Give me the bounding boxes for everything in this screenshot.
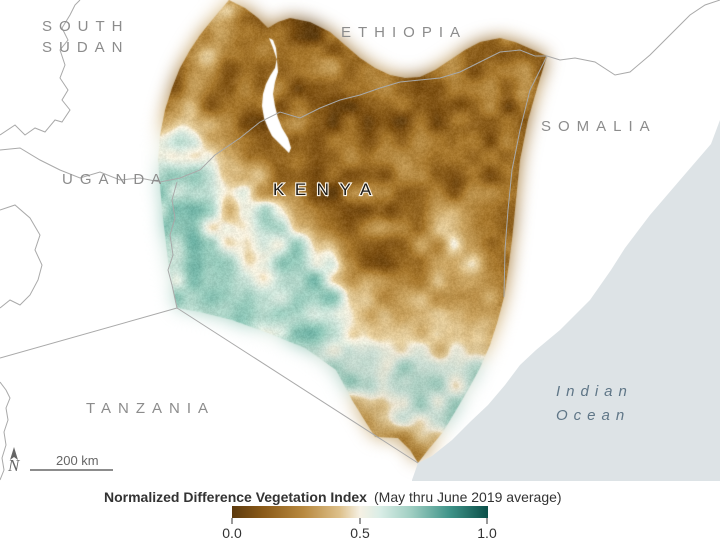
svg-text:KENYA: KENYA <box>273 180 382 199</box>
svg-text:UGANDA: UGANDA <box>62 171 168 188</box>
svg-text:0.5: 0.5 <box>350 525 370 541</box>
svg-text:(May thru June 2019 average): (May thru June 2019 average) <box>374 489 562 505</box>
svg-text:1.0: 1.0 <box>477 525 497 541</box>
svg-text:Ocean: Ocean <box>556 407 630 424</box>
svg-text:Indian: Indian <box>556 383 633 400</box>
svg-text:Normalized Difference Vegetati: Normalized Difference Vegetation Index <box>104 489 367 505</box>
svg-text:SOUTH: SOUTH <box>42 18 130 35</box>
svg-text:ETHIOPIA: ETHIOPIA <box>341 24 467 41</box>
svg-text:SOMALIA: SOMALIA <box>541 118 657 135</box>
svg-text:N: N <box>7 456 21 475</box>
svg-text:TANZANIA: TANZANIA <box>86 400 215 417</box>
svg-text:0.0: 0.0 <box>222 525 242 541</box>
svg-text:SUDAN: SUDAN <box>42 39 130 56</box>
svg-text:200 km: 200 km <box>56 453 99 468</box>
